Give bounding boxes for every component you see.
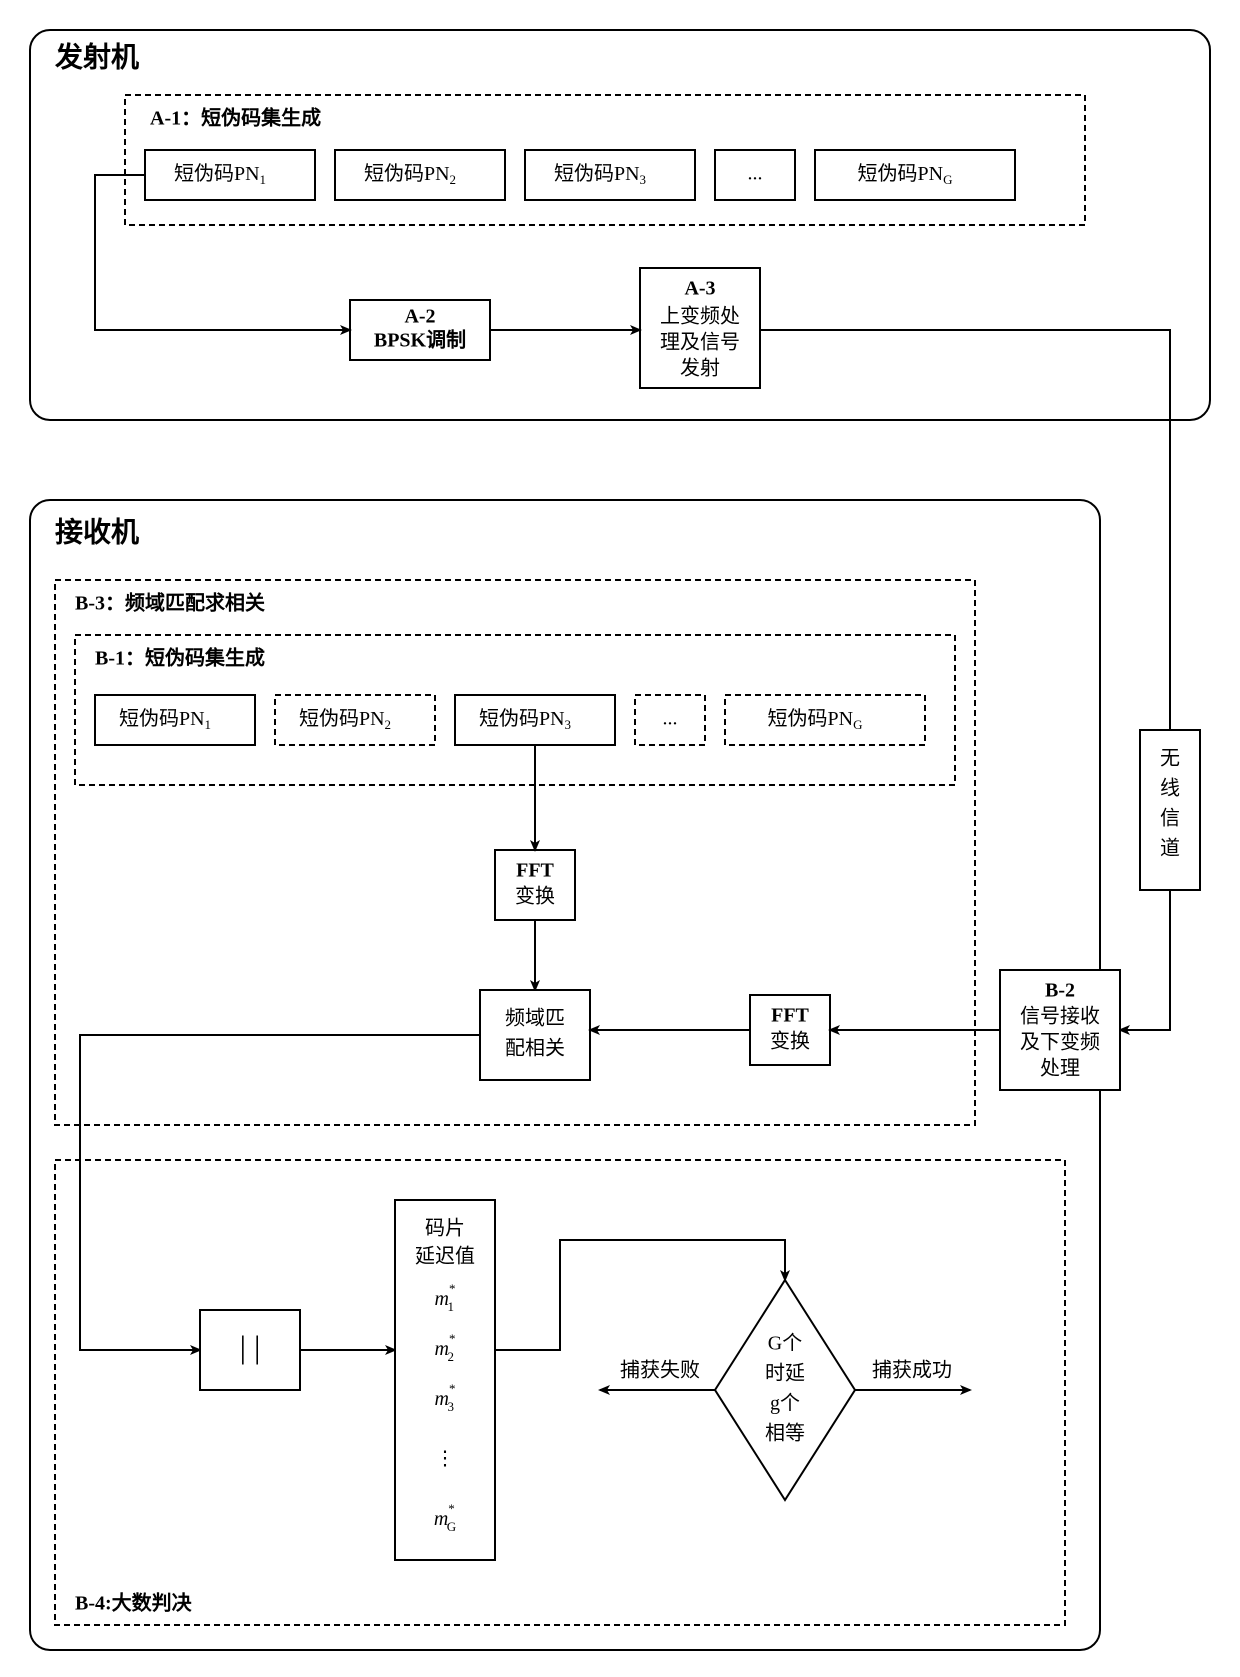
ch2: 线	[1160, 777, 1180, 800]
b2-2: 信号接收	[1020, 1005, 1100, 1028]
svg-text:...: ...	[748, 163, 763, 185]
fft1-2: 变换	[515, 885, 555, 908]
ch1: 无	[1160, 748, 1180, 770]
svg-text:...: ...	[663, 708, 678, 730]
a3-1: A-3	[684, 278, 715, 300]
svg-text:短伪码PNG: 短伪码PNG	[768, 707, 863, 732]
svg-text:短伪码PN2: 短伪码PN2	[364, 162, 456, 187]
match1: 频域匹	[505, 1007, 565, 1030]
fft1-1: FFT	[516, 860, 554, 882]
a3-4: 发射	[680, 357, 720, 380]
delay-t2: 延迟值	[415, 1245, 475, 1268]
a1-codes: 短伪码PN1 短伪码PN2 短伪码PN3 ... 短伪码PNG	[145, 150, 1015, 200]
fft2-1: FFT	[771, 1005, 809, 1027]
svg-text:短伪码PNG: 短伪码PNG	[858, 162, 953, 187]
a1-label: A-1：短伪码集生成	[150, 106, 321, 130]
b2-1: B-2	[1045, 980, 1075, 1002]
svg-text:短伪码PN3: 短伪码PN3	[479, 707, 571, 732]
fail: 捕获失败	[620, 1359, 700, 1382]
dec4: 相等	[765, 1422, 805, 1445]
ch3: 信	[1160, 807, 1180, 830]
svg-text:短伪码PN2: 短伪码PN2	[299, 707, 391, 732]
b2-4: 处理	[1040, 1057, 1080, 1080]
svg-text:短伪码PN1: 短伪码PN1	[119, 707, 211, 732]
fft2-2: 变换	[770, 1030, 810, 1053]
svg-text:⋮: ⋮	[435, 1448, 455, 1470]
dec1: G个	[768, 1332, 802, 1355]
a2-2: BPSK调制	[374, 329, 466, 352]
abs-box: | |	[240, 1328, 261, 1364]
tx-title: 发射机	[54, 40, 139, 73]
success: 捕获成功	[872, 1359, 952, 1382]
ch4: 道	[1160, 837, 1180, 860]
b1-codes: 短伪码PN1 短伪码PN2 短伪码PN3 ... 短伪码PNG	[95, 695, 925, 745]
b1-label: B-1：短伪码集生成	[95, 646, 265, 670]
b2-3: 及下变频	[1020, 1031, 1100, 1054]
a2-1: A-2	[404, 306, 435, 328]
a3-2: 上变频处	[660, 305, 740, 328]
rx-title: 接收机	[55, 516, 139, 548]
a3-3: 理及信号	[660, 331, 740, 354]
svg-text:短伪码PN3: 短伪码PN3	[554, 162, 646, 187]
delay-t1: 码片	[425, 1217, 465, 1240]
b4-label: B-4:大数判决	[75, 1591, 193, 1615]
dec2: 时延	[765, 1362, 805, 1385]
b3-label: B-3：频域匹配求相关	[75, 591, 265, 615]
svg-text:短伪码PN1: 短伪码PN1	[174, 162, 266, 187]
dec3: g个	[770, 1392, 800, 1415]
match2: 配相关	[505, 1037, 565, 1060]
